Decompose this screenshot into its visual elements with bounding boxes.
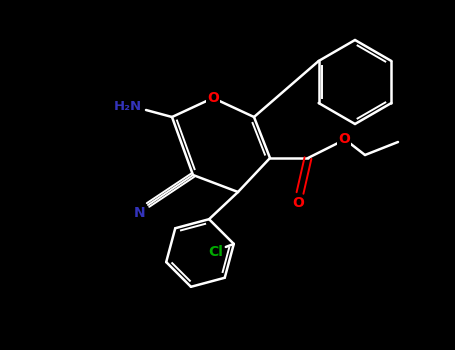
- Text: O: O: [338, 132, 350, 146]
- Text: O: O: [292, 196, 304, 210]
- Text: N: N: [134, 206, 146, 220]
- Text: H₂N: H₂N: [114, 100, 142, 113]
- Text: O: O: [207, 91, 219, 105]
- Text: Cl: Cl: [208, 245, 223, 259]
